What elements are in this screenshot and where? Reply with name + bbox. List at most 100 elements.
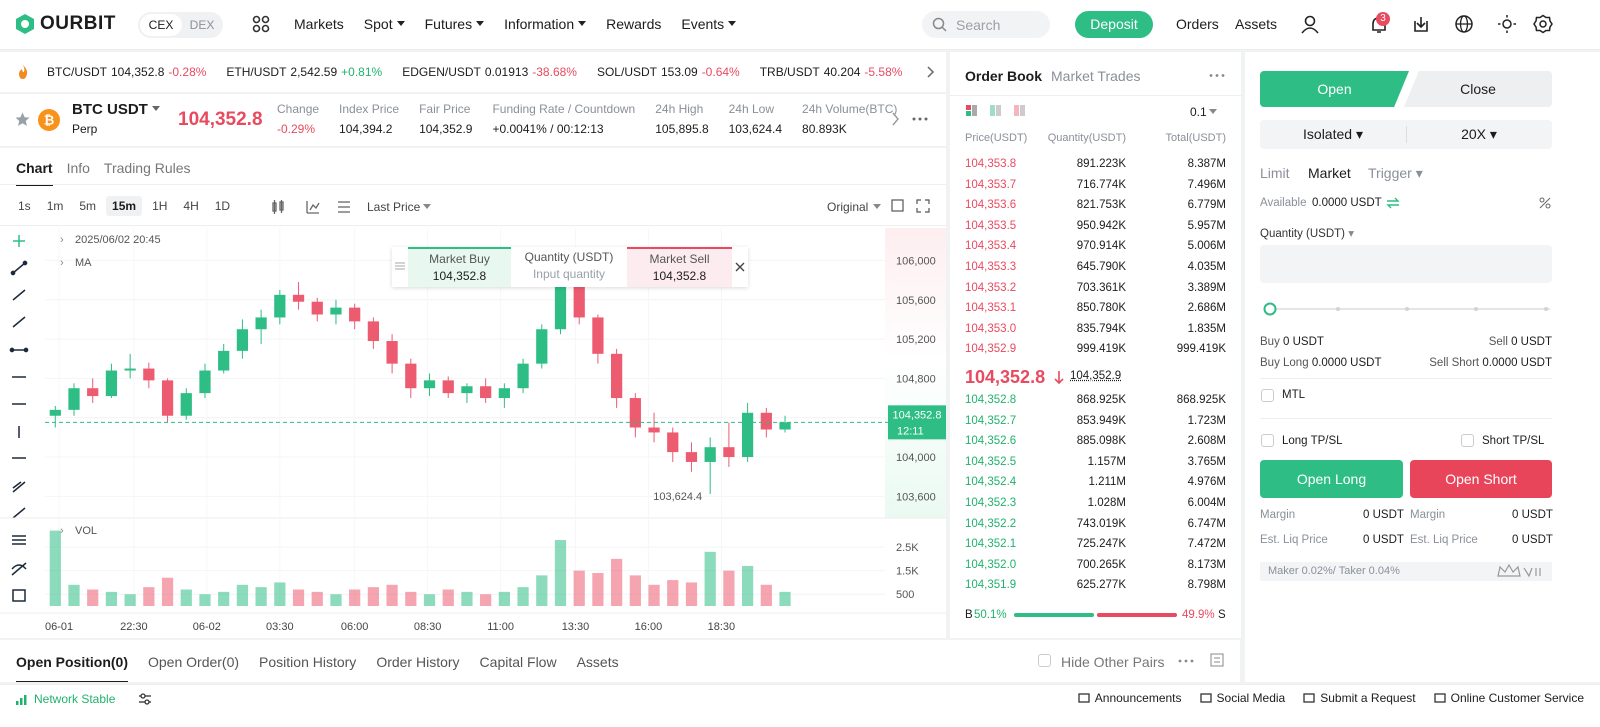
menu-item[interactable]: Spot	[364, 16, 405, 32]
price-type-caret[interactable]	[423, 204, 431, 210]
interval[interactable]: 1m	[46, 199, 64, 213]
ask-row[interactable]: 104,353.0 835.794K 1.835M	[950, 320, 1241, 340]
quantity-slider[interactable]	[1260, 302, 1554, 316]
menu-item[interactable]: Events	[681, 16, 737, 32]
position-tab[interactable]: Capital Flow	[479, 654, 557, 670]
bid-row[interactable]: 104,352.0 700.265K 8.173M	[950, 556, 1241, 576]
scroll-right[interactable]	[925, 66, 935, 78]
market-trades-tab[interactable]: Market Trades	[1051, 68, 1141, 84]
bid-row[interactable]: 104,352.6 885.098K 2.608M	[950, 432, 1241, 452]
ticker[interactable]: EDGEN/USDT 0.01913 -38.68%	[402, 65, 577, 79]
symbol-caret[interactable]	[151, 105, 161, 113]
symbol[interactable]: BTC USDT	[72, 101, 148, 118]
transfer-icon[interactable]	[1386, 197, 1400, 209]
ticker[interactable]: BTC/USDT 104,352.8 -0.28%	[47, 65, 206, 79]
menu-item[interactable]: Information	[504, 16, 587, 32]
chart-tools[interactable]	[270, 199, 360, 215]
hide-pairs-checkbox[interactable]	[1038, 654, 1051, 667]
market-buy[interactable]: Market Buy 104,352.8	[408, 247, 511, 287]
orders-link[interactable]: Orders	[1176, 16, 1219, 32]
interval[interactable]: 1H	[152, 199, 168, 213]
logo[interactable]: OURBIT	[40, 13, 116, 34]
drawing-toolbar[interactable]	[8, 230, 30, 602]
favorite-star[interactable]	[15, 112, 30, 127]
view-mode[interactable]: Original	[827, 200, 869, 214]
search-box[interactable]: Search	[922, 11, 1050, 38]
bid-row[interactable]: 104,352.7 853.949K 1.723M	[950, 412, 1241, 432]
theme-icon[interactable]	[1497, 14, 1517, 34]
position-tab[interactable]: Open Position(0)	[16, 654, 128, 682]
ticker[interactable]: TRB/USDT 40.204 -5.58%	[760, 65, 903, 79]
ticker[interactable]: ETH/USDT 2,542.59 +0.81%	[226, 65, 382, 79]
order-type-trigger[interactable]: Trigger ▾	[1368, 165, 1423, 181]
leverage[interactable]: 20X ▾	[1461, 126, 1497, 142]
order-book-tab[interactable]: Order Book	[965, 68, 1043, 84]
view-caret[interactable]	[873, 204, 881, 210]
ticker[interactable]: SOL/USDT 153.09 -0.64%	[597, 65, 740, 79]
footer-link[interactable]: Online Customer Service	[1433, 691, 1584, 705]
ask-row[interactable]: 104,353.8 891.223K 8.387M	[950, 155, 1241, 175]
order-type-market[interactable]: Market	[1308, 165, 1351, 181]
interval[interactable]: 4H	[183, 199, 199, 213]
ob-layout-icons[interactable]	[966, 105, 1030, 117]
ask-row[interactable]: 104,353.6 821.753K 6.779M	[950, 196, 1241, 216]
position-tab[interactable]: Position History	[259, 654, 357, 670]
ask-row[interactable]: 104,353.4 970.914K 5.006M	[950, 237, 1241, 257]
interval[interactable]: 15m	[106, 196, 143, 216]
user-icon[interactable]	[1300, 14, 1320, 34]
apps-icon[interactable]	[252, 15, 270, 33]
bid-row[interactable]: 104,351.9 625.277K 8.798M	[950, 576, 1241, 596]
menu-item[interactable]: Futures	[425, 16, 485, 32]
order-type-limit[interactable]: Limit	[1260, 165, 1290, 181]
margin-mode[interactable]: Isolated ▾	[1303, 126, 1363, 142]
footer-link[interactable]: Announcements	[1078, 691, 1182, 705]
interval[interactable]: 1s	[18, 199, 31, 213]
menu-item[interactable]: Markets	[294, 16, 344, 32]
close-tab[interactable]: Close	[1404, 71, 1552, 107]
open-short-button[interactable]: Open Short	[1410, 460, 1552, 498]
bid-row[interactable]: 104,352.4 1.211M 4.976M	[950, 473, 1241, 493]
ask-row[interactable]: 104,353.2 703.361K 3.389M	[950, 279, 1241, 299]
mode-dex[interactable]: DEX	[189, 18, 215, 32]
drag-handle[interactable]	[395, 261, 405, 271]
quantity-input[interactable]	[1260, 245, 1552, 283]
ob-more[interactable]	[1209, 73, 1225, 78]
menu-item[interactable]: Rewards	[606, 16, 661, 32]
ask-row[interactable]: 104,353.1 850.780K 2.686M	[950, 299, 1241, 319]
bid-row[interactable]: 104,352.3 1.028M 6.004M	[950, 494, 1241, 514]
bid-row[interactable]: 104,352.8 868.925K 868.925K	[950, 391, 1241, 411]
download-icon[interactable]	[1411, 14, 1431, 34]
deposit-button[interactable]: Deposit	[1075, 11, 1153, 38]
position-tab[interactable]: Assets	[576, 654, 619, 670]
long-tpsl-checkbox[interactable]	[1261, 434, 1274, 447]
chart-tab[interactable]: Info	[66, 160, 90, 176]
position-tab[interactable]: Open Order(0)	[148, 654, 240, 670]
settings-icon[interactable]	[1533, 14, 1553, 34]
mode-cex[interactable]: CEX	[140, 14, 182, 36]
market-sell[interactable]: Market Sell 104,352.8	[627, 247, 732, 287]
more-menu[interactable]	[911, 116, 929, 122]
hide-pairs-label[interactable]: Hide Other Pairs	[1061, 654, 1165, 670]
footer-link[interactable]: Submit a Request	[1303, 691, 1416, 705]
footer-link[interactable]: Social Media	[1199, 691, 1285, 705]
interval[interactable]: 5m	[79, 199, 97, 213]
mtl-checkbox[interactable]	[1261, 389, 1274, 402]
position-tab[interactable]: Order History	[376, 654, 460, 670]
view-icons[interactable]	[891, 199, 931, 213]
precision-caret[interactable]	[1209, 109, 1217, 115]
price-type[interactable]: Last Price	[367, 200, 421, 214]
language-icon[interactable]	[1454, 14, 1474, 34]
network-settings[interactable]	[138, 692, 152, 706]
open-tab[interactable]: Open	[1260, 71, 1409, 107]
stats-more[interactable]	[890, 112, 900, 126]
assets-link[interactable]: Assets	[1235, 16, 1278, 32]
open-long-button[interactable]: Open Long	[1260, 460, 1403, 498]
percent-icon[interactable]	[1539, 197, 1551, 209]
interval[interactable]: 1D	[214, 199, 231, 213]
ask-row[interactable]: 104,353.3 645.790K 4.035M	[950, 258, 1241, 278]
chart-tab[interactable]: Chart	[16, 160, 53, 186]
bid-row[interactable]: 104,352.5 1.157M 3.765M	[950, 453, 1241, 473]
ask-row[interactable]: 104,352.9 999.419K 999.419K	[950, 340, 1241, 360]
bid-row[interactable]: 104,352.1 725.247K 7.472M	[950, 535, 1241, 555]
ask-row[interactable]: 104,353.5 950.942K 5.957M	[950, 217, 1241, 237]
